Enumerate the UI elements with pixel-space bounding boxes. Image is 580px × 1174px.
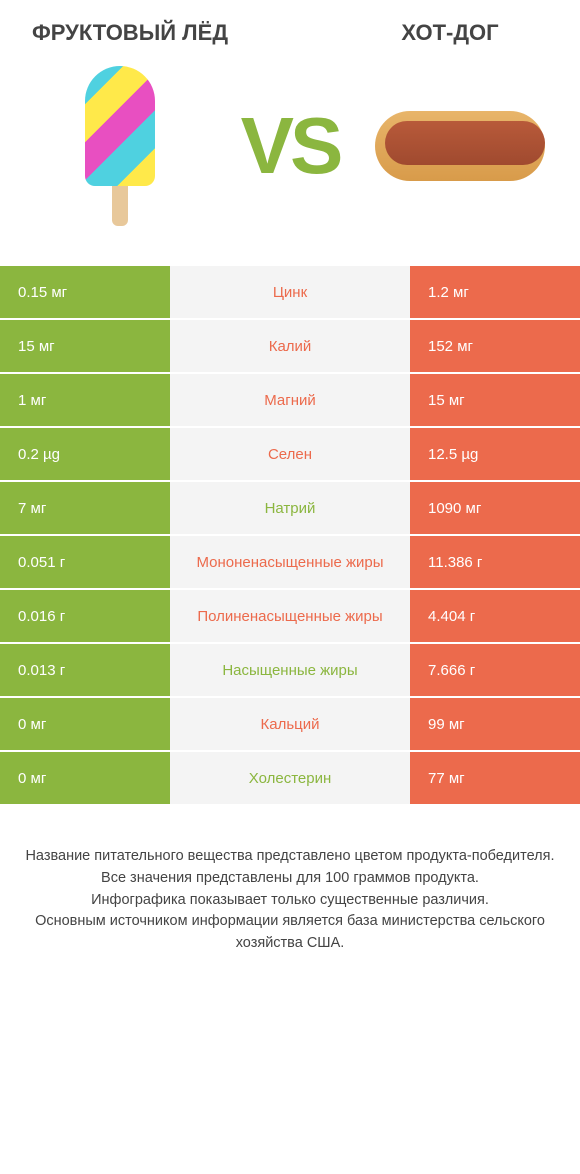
table-row: 7 мгНатрий1090 мг (0, 482, 580, 536)
left-value-cell: 0.051 г (0, 536, 170, 588)
left-value-cell: 0.2 µg (0, 428, 170, 480)
right-value-cell: 99 мг (410, 698, 580, 750)
vs-label: VS (241, 100, 340, 192)
nutrient-label-cell: Натрий (170, 482, 410, 534)
footer-line: Инфографика показывает только существенн… (20, 890, 560, 912)
hero-row: VS (0, 46, 580, 266)
hotdog-icon (375, 101, 545, 191)
right-product-image (370, 101, 550, 191)
table-row: 0.013 гНасыщенные жиры7.666 г (0, 644, 580, 698)
nutrient-label-cell: Мононенасыщенные жиры (170, 536, 410, 588)
nutrient-label-cell: Селен (170, 428, 410, 480)
table-row: 0 мгХолестерин77 мг (0, 752, 580, 806)
right-value-cell: 15 мг (410, 374, 580, 426)
table-row: 0.2 µgСелен12.5 µg (0, 428, 580, 482)
left-value-cell: 0.013 г (0, 644, 170, 696)
right-value-cell: 4.404 г (410, 590, 580, 642)
table-row: 0 мгКальций99 мг (0, 698, 580, 752)
right-value-cell: 1090 мг (410, 482, 580, 534)
right-product-title: ХОТ-ДОГ (350, 20, 550, 46)
footer-line: Все значения представлены для 100 граммо… (20, 868, 560, 890)
nutrition-table: 0.15 мгЦинк1.2 мг15 мгКалий152 мг1 мгМаг… (0, 266, 580, 806)
table-row: 0.15 мгЦинк1.2 мг (0, 266, 580, 320)
nutrient-label-cell: Цинк (170, 266, 410, 318)
nutrient-label-cell: Калий (170, 320, 410, 372)
footer-notes: Название питательного вещества представл… (0, 806, 580, 985)
nutrient-label-cell: Полиненасыщенные жиры (170, 590, 410, 642)
nutrient-label-cell: Холестерин (170, 752, 410, 804)
footer-line: Название питательного вещества представл… (20, 846, 560, 868)
table-row: 15 мгКалий152 мг (0, 320, 580, 374)
left-value-cell: 0 мг (0, 698, 170, 750)
popsicle-icon (85, 66, 155, 226)
left-product-image (30, 66, 210, 226)
header: ФРУКТОВЫЙ ЛЁД ХОТ-ДОГ (0, 0, 580, 46)
comparison-infographic: ФРУКТОВЫЙ ЛЁД ХОТ-ДОГ VS 0.15 мгЦинк1.2 … (0, 0, 580, 985)
left-product-title: ФРУКТОВЫЙ ЛЁД (30, 20, 230, 46)
left-value-cell: 1 мг (0, 374, 170, 426)
left-value-cell: 15 мг (0, 320, 170, 372)
right-value-cell: 7.666 г (410, 644, 580, 696)
left-value-cell: 7 мг (0, 482, 170, 534)
right-value-cell: 11.386 г (410, 536, 580, 588)
table-row: 0.016 гПолиненасыщенные жиры4.404 г (0, 590, 580, 644)
left-value-cell: 0.15 мг (0, 266, 170, 318)
left-value-cell: 0 мг (0, 752, 170, 804)
nutrient-label-cell: Насыщенные жиры (170, 644, 410, 696)
table-row: 1 мгМагний15 мг (0, 374, 580, 428)
table-row: 0.051 гМононенасыщенные жиры11.386 г (0, 536, 580, 590)
right-value-cell: 1.2 мг (410, 266, 580, 318)
left-value-cell: 0.016 г (0, 590, 170, 642)
nutrient-label-cell: Кальций (170, 698, 410, 750)
right-value-cell: 77 мг (410, 752, 580, 804)
right-value-cell: 152 мг (410, 320, 580, 372)
footer-line: Основным источником информации является … (20, 911, 560, 955)
nutrient-label-cell: Магний (170, 374, 410, 426)
right-value-cell: 12.5 µg (410, 428, 580, 480)
